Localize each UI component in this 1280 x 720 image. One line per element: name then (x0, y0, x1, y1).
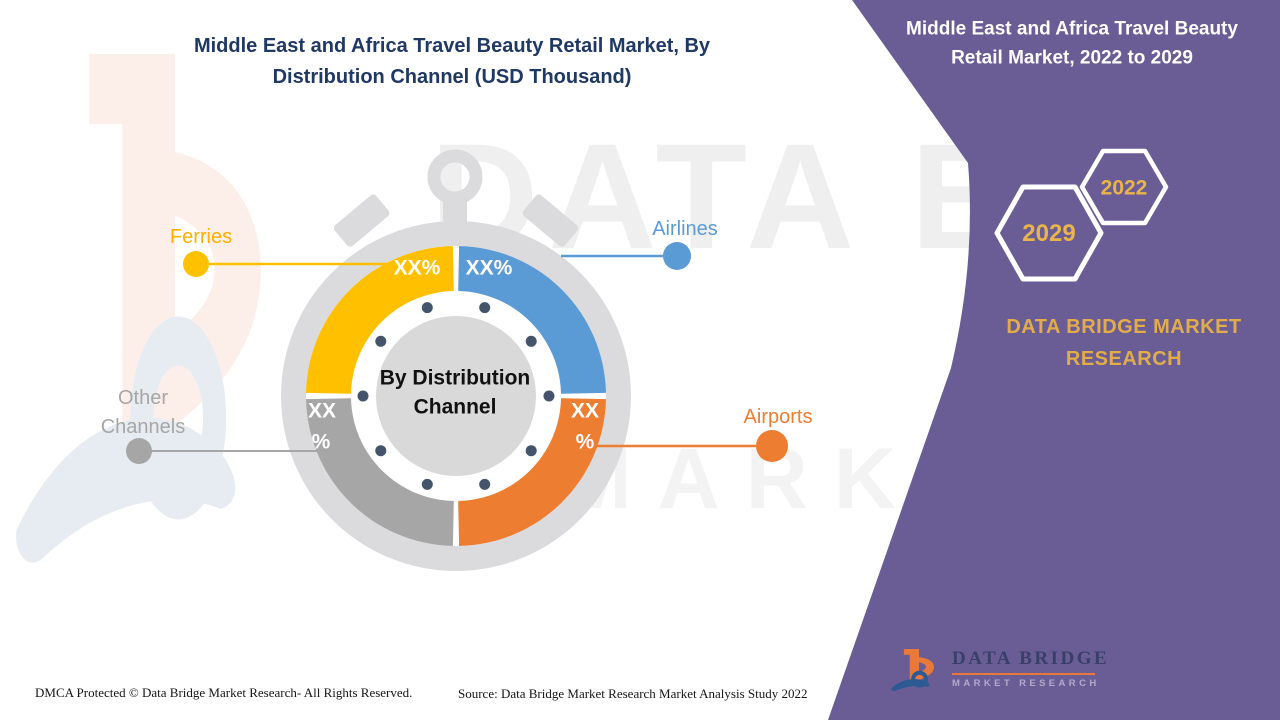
dmca-notice: DMCA Protected © Data Bridge Market Rese… (35, 685, 413, 700)
ferries-leader-dot (183, 251, 209, 277)
logo-subtitle: MARKET RESEARCH (952, 678, 1100, 689)
logo-wordmark: DATA BRIDGE (952, 648, 1110, 669)
stopwatch-left-button (333, 194, 390, 247)
callout-leaders (126, 242, 788, 464)
logo-underline (952, 673, 1095, 675)
airlines-leader-dot (663, 242, 691, 270)
airports-value-label-line1: XX (570, 399, 600, 423)
segment-ferries (306, 246, 454, 394)
brand-name-line1: DATA BRIDGE MARKET (1006, 316, 1242, 338)
donut-center-label-line1: By Distribution (379, 366, 531, 390)
airlines-value-label: XX% (465, 256, 513, 280)
side-panel-background (828, 0, 1280, 720)
airports-label: Airports (743, 406, 813, 428)
segment-airlines (458, 246, 606, 394)
watermark-b-bowl (175, 152, 261, 425)
chart-title-line1: Middle East and Africa Travel Beauty Ret… (193, 35, 711, 57)
panel-title-line2: Retail Market, 2022 to 2029 (951, 47, 1193, 69)
segment-airports (458, 398, 606, 546)
other-value-label-line1: XX (307, 399, 337, 423)
logo-swoosh (891, 679, 930, 692)
watermark-swoosh (16, 418, 236, 563)
airports-value-label-line2: % (575, 430, 595, 454)
watermark-logo (16, 54, 261, 563)
hexagon-2029 (994, 184, 1104, 282)
other-channels-label-line1: Other (117, 387, 169, 409)
center-disc (376, 316, 536, 476)
other-channels-label-line2: Channels (100, 416, 186, 438)
watermark-b-stem (89, 54, 175, 446)
airports-leader-dot (756, 430, 788, 462)
airlines-label: Airlines (652, 218, 718, 240)
hexagon-2022 (1079, 148, 1169, 226)
source-note: Source: Data Bridge Market Research Mark… (458, 686, 808, 701)
ferries-label: Ferries (169, 226, 233, 248)
other-value-label-line2: % (311, 430, 331, 454)
stopwatch-right-button (522, 194, 579, 247)
year-2022-label: 2022 (1100, 176, 1148, 200)
databridge-logo-mark (891, 648, 935, 692)
stopwatch-crown-ring (427, 149, 483, 205)
year-2029-label: 2029 (1022, 219, 1076, 247)
tick-dots (357, 302, 555, 490)
chart-title-line2: Distribution Channel (USD Thousand) (272, 66, 632, 88)
other-leader-dot (126, 438, 152, 464)
brand-name-line2: RESEARCH (1065, 348, 1183, 370)
panel-title-line1: Middle East and Africa Travel Beauty (906, 18, 1238, 40)
watermark-d-ring (130, 316, 227, 520)
donut-center-label-line2: Channel (413, 395, 497, 419)
segment-other-channels (306, 398, 454, 546)
ferries-value-label: XX% (393, 256, 441, 280)
logo-b-stem (903, 648, 919, 682)
